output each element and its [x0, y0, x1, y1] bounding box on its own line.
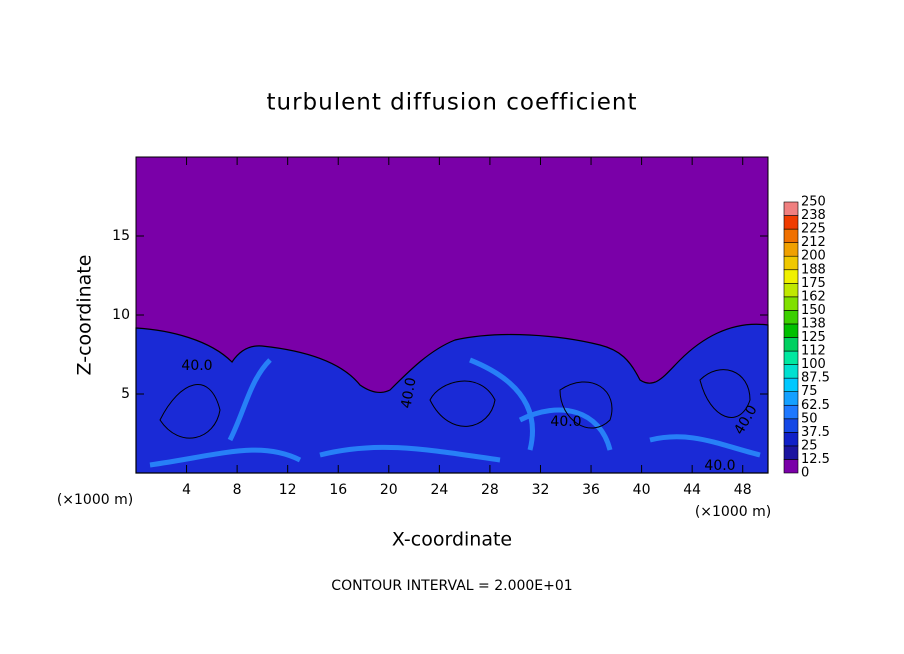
colorbar-label: 100: [801, 357, 826, 372]
colorbar-label: 37.5: [801, 425, 830, 440]
contour-label: 40.0: [550, 414, 581, 430]
colorbar-box: [783, 228, 799, 243]
contour-label: 40.0: [704, 458, 735, 474]
colorbar-box: [783, 391, 799, 406]
contour-lines: [159, 369, 751, 439]
colorbar-box: [783, 215, 799, 230]
x-tick-label: 8: [233, 482, 242, 498]
x-tick-label: 16: [329, 482, 347, 498]
colorbar-box: [783, 310, 799, 325]
turbulent-region: [135, 323, 769, 474]
colorbar-box: [783, 282, 799, 298]
field: [135, 156, 769, 474]
colorbar-box: [783, 364, 799, 379]
y-tick-label: 5: [121, 386, 130, 402]
colorbar-box: [783, 404, 799, 420]
colorbar-label: 150: [801, 303, 826, 318]
colorbar-label: 125: [801, 330, 826, 345]
y-tick-label: 10: [112, 307, 130, 323]
colorbar-label: 12.5: [801, 452, 830, 467]
colorbar-box: [783, 418, 799, 433]
colorbar-label: 87.5: [801, 371, 830, 386]
colorbar-label: 138: [801, 316, 826, 331]
x-unit-right: (×1000 m): [695, 504, 771, 520]
colorbar-box: [783, 255, 799, 271]
colorbar-label: 212: [801, 235, 826, 250]
colorbar-label: 238: [801, 208, 826, 223]
colorbar-label: 250: [801, 195, 826, 210]
x-tick-label: 28: [481, 482, 499, 498]
turbulent-streaks: [149, 357, 761, 468]
x-tick-label: 4: [182, 482, 191, 498]
colorbar-box: [783, 459, 799, 474]
x-tick-label: 40: [633, 482, 651, 498]
colorbar-label: 225: [801, 222, 826, 237]
colorbar-box: [783, 350, 799, 365]
chart-title: turbulent diffusion coefficient: [266, 90, 637, 116]
x-unit-left: (×1000 m): [57, 492, 133, 508]
colorbar-label: 175: [801, 276, 826, 291]
colorbar-box: [783, 201, 799, 216]
colorbar-label: 50: [801, 411, 818, 426]
x-tick-label: 36: [582, 482, 600, 498]
colorbar-label: 162: [801, 289, 826, 304]
x-tick-label: 20: [380, 482, 398, 498]
colorbar-label: 25: [801, 438, 818, 453]
x-tick-label: 24: [430, 482, 448, 498]
contour-label: 40.0: [398, 376, 419, 409]
colorbar-label: 0: [801, 466, 809, 481]
x-tick-label: 12: [279, 482, 297, 498]
y-tick-label: 15: [112, 228, 130, 244]
x-axis-title: X-coordinate: [392, 529, 512, 551]
colorbar-box: [783, 242, 799, 257]
colorbar-box: [783, 323, 799, 338]
colorbar-label: 62.5: [801, 398, 830, 413]
colorbar-label: 112: [801, 344, 826, 359]
colorbar-box: [783, 445, 799, 460]
colorbar-box: [783, 296, 799, 311]
colorbar-box: [783, 269, 799, 284]
colorbar-label: 188: [801, 262, 826, 277]
x-tick-label: 48: [734, 482, 752, 498]
colorbar-box: [783, 337, 799, 352]
colorbar-box: [783, 377, 799, 392]
y-axis-title: Z-coordinate: [74, 255, 96, 376]
contour-label: 40.0: [181, 358, 212, 374]
x-tick-label: 44: [683, 482, 701, 498]
colorbar-label: 75: [801, 384, 818, 399]
colorbar-box: [783, 432, 799, 447]
x-tick-label: 32: [532, 482, 550, 498]
colorbar-label: 200: [801, 249, 826, 264]
footer: CONTOUR INTERVAL = 2.000E+01: [331, 578, 572, 594]
